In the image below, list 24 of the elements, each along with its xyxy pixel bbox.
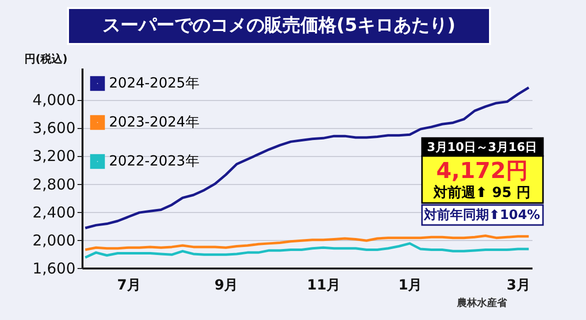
line-series (84, 234, 530, 252)
annotation: 対前年同期⬆104% (422, 207, 540, 223)
chart-title: スーパーでのコメの販売価格(5キロあたり) (102, 15, 456, 36)
line-series (84, 242, 530, 259)
annotation: 対前週⬆ 95 円 (432, 184, 530, 201)
x-tick-label: 3月 (506, 278, 530, 294)
x-tick-label: 7月 (117, 278, 141, 294)
y-tick-label: 3,600 (32, 119, 76, 138)
y-tick-label: 4,000 (32, 91, 76, 110)
annotation: 4,172円 (436, 159, 528, 184)
y-tick-label: 2,400 (32, 203, 76, 222)
x-tick-label: 11月 (306, 278, 340, 294)
y-tick-label: 1,600 (32, 260, 76, 278)
x-tick-label: 1月 (398, 278, 422, 294)
legend-label: 2024-2025年 (109, 76, 200, 92)
y-axis-title: 円(税込) (24, 52, 68, 66)
y-tick-label: 2,000 (32, 231, 76, 250)
legend-label: 2023-2024年 (109, 114, 200, 130)
y-tick-label: 2,800 (32, 175, 76, 194)
x-tick-label: 9月 (214, 278, 238, 294)
text: 農林水産省 (456, 297, 508, 309)
y-tick-label: 3,200 (32, 147, 76, 166)
legend-label: 2022-2023年 (109, 154, 200, 170)
annotation: 3月10日～3月16日 (426, 140, 538, 154)
